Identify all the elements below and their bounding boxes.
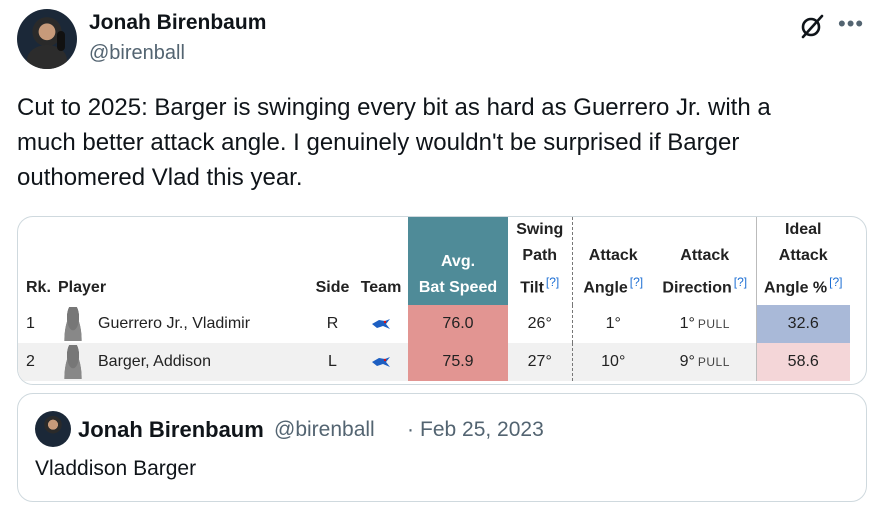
attack-direction-value: 9° <box>679 353 695 371</box>
avatar-microphone <box>57 31 65 51</box>
author-avatar[interactable] <box>17 9 77 69</box>
help-link[interactable]: [?] <box>545 275 560 289</box>
bat-speed-cell: 75.9 <box>408 343 508 382</box>
ideal-attack-angle-cell: 32.6 <box>755 305 850 344</box>
col-header-player: Player <box>58 279 107 297</box>
help-link[interactable]: [?] <box>629 275 644 289</box>
header-text: Ideal <box>785 221 822 238</box>
attack-direction-cell: 1° PULL <box>654 305 756 343</box>
header-text: Path <box>522 247 558 264</box>
player-headshot-icon <box>62 345 84 380</box>
quoted-tweet-text: Vladdison Barger <box>35 457 197 480</box>
quoted-tweet[interactable]: Jonah Birenbaum @birenball · Feb 25, 202… <box>17 393 867 502</box>
attack-direction-value: 1° <box>679 315 695 333</box>
help-link[interactable]: [?] <box>829 275 843 289</box>
attack-direction-label: PULL <box>697 355 730 370</box>
player-cell: Guerrero Jr., Vladimir <box>54 305 311 343</box>
blue-jays-logo-icon <box>372 357 390 368</box>
more-horizontal-icon[interactable]: ••• <box>838 11 865 36</box>
tweet-text: Cut to 2025: Barger is swinging every bi… <box>17 90 867 195</box>
swing-path-tilt-cell: 26° <box>508 305 573 344</box>
header-text: Attack <box>778 247 828 264</box>
swing-path-tilt-cell: 27° <box>508 343 573 382</box>
header-text: Attack <box>680 247 730 264</box>
quoted-tweet-date[interactable]: Feb 25, 2023 <box>420 418 544 441</box>
team-cell <box>354 305 408 343</box>
tweet-text-line: outhomered Vlad this year. <box>17 164 303 191</box>
col-header-side: Side <box>315 279 350 297</box>
header-text: Angle % <box>764 279 828 297</box>
col-header-rank: Rk. <box>26 279 51 297</box>
side-cell: R <box>326 315 339 333</box>
attack-direction-cell: 9° PULL <box>654 343 756 382</box>
col-header-attack-direction: Attack Direction [?] <box>654 217 756 305</box>
player-name: Barger, Addison <box>98 353 211 371</box>
rank-cell: 2 <box>18 343 54 382</box>
ideal-attack-angle-cell: 58.6 <box>755 343 850 382</box>
bat-tracking-table: Rk. Player Side Team Avg. Bat Speed Swin… <box>18 217 850 382</box>
side-cell: L <box>311 343 354 382</box>
team-cell <box>354 343 408 382</box>
col-header-bat-speed: Avg. Bat Speed <box>408 217 508 306</box>
grok-icon[interactable] <box>798 12 826 40</box>
tweet-text-line: Cut to 2025: Barger is swinging every bi… <box>17 94 771 121</box>
col-header-swing-path-tilt: Swing Path Tilt [?] <box>508 217 573 306</box>
header-text: Swing <box>516 221 564 238</box>
col-header-attack-angle: Attack Angle [?] <box>572 217 654 305</box>
header-text: Avg. <box>440 253 476 271</box>
header-text: Angle <box>583 279 628 297</box>
col-header-ideal-attack-angle: Ideal Attack Angle % [?] <box>755 217 850 306</box>
table-header-row: Rk. Player Side Team Avg. Bat Speed Swin… <box>18 217 850 306</box>
quoted-meta-separator: · <box>407 418 414 441</box>
attack-angle-cell: 1° <box>605 315 621 333</box>
header-text: Bat Speed <box>418 279 498 297</box>
author-display-name[interactable]: Jonah Birenbaum <box>89 11 267 34</box>
attack-direction-label: PULL <box>697 317 730 332</box>
attack-angle-cell: 10° <box>572 343 654 382</box>
header-text: Direction <box>662 279 732 297</box>
col-header-team: Team <box>360 279 402 297</box>
header-text: Tilt <box>520 279 544 297</box>
quoted-author-handle[interactable]: @birenball <box>274 418 375 441</box>
table-row: 1 Guerrero Jr., Vladimir R 76.0 26° 1° 1… <box>18 305 850 344</box>
quoted-author-avatar[interactable] <box>35 411 71 447</box>
tweet-text-line: much better attack angle. I genuinely wo… <box>17 129 740 156</box>
header-text: Attack <box>588 247 638 264</box>
media-image[interactable]: Rk. Player Side Team Avg. Bat Speed Swin… <box>17 216 867 385</box>
quoted-author-display-name[interactable]: Jonah Birenbaum <box>78 417 264 442</box>
author-handle[interactable]: @birenball <box>89 42 185 64</box>
player-name: Guerrero Jr., Vladimir <box>98 315 251 333</box>
player-cell: Barger, Addison <box>54 343 311 382</box>
bat-speed-cell: 76.0 <box>408 305 508 344</box>
rank-cell: 1 <box>26 315 35 333</box>
blue-jays-logo-icon <box>372 319 390 330</box>
help-link[interactable]: [?] <box>733 275 748 289</box>
player-headshot-icon <box>62 307 84 342</box>
table-row: 2 Barger, Addison L 75.9 27° 10° 9° PULL … <box>18 343 850 382</box>
